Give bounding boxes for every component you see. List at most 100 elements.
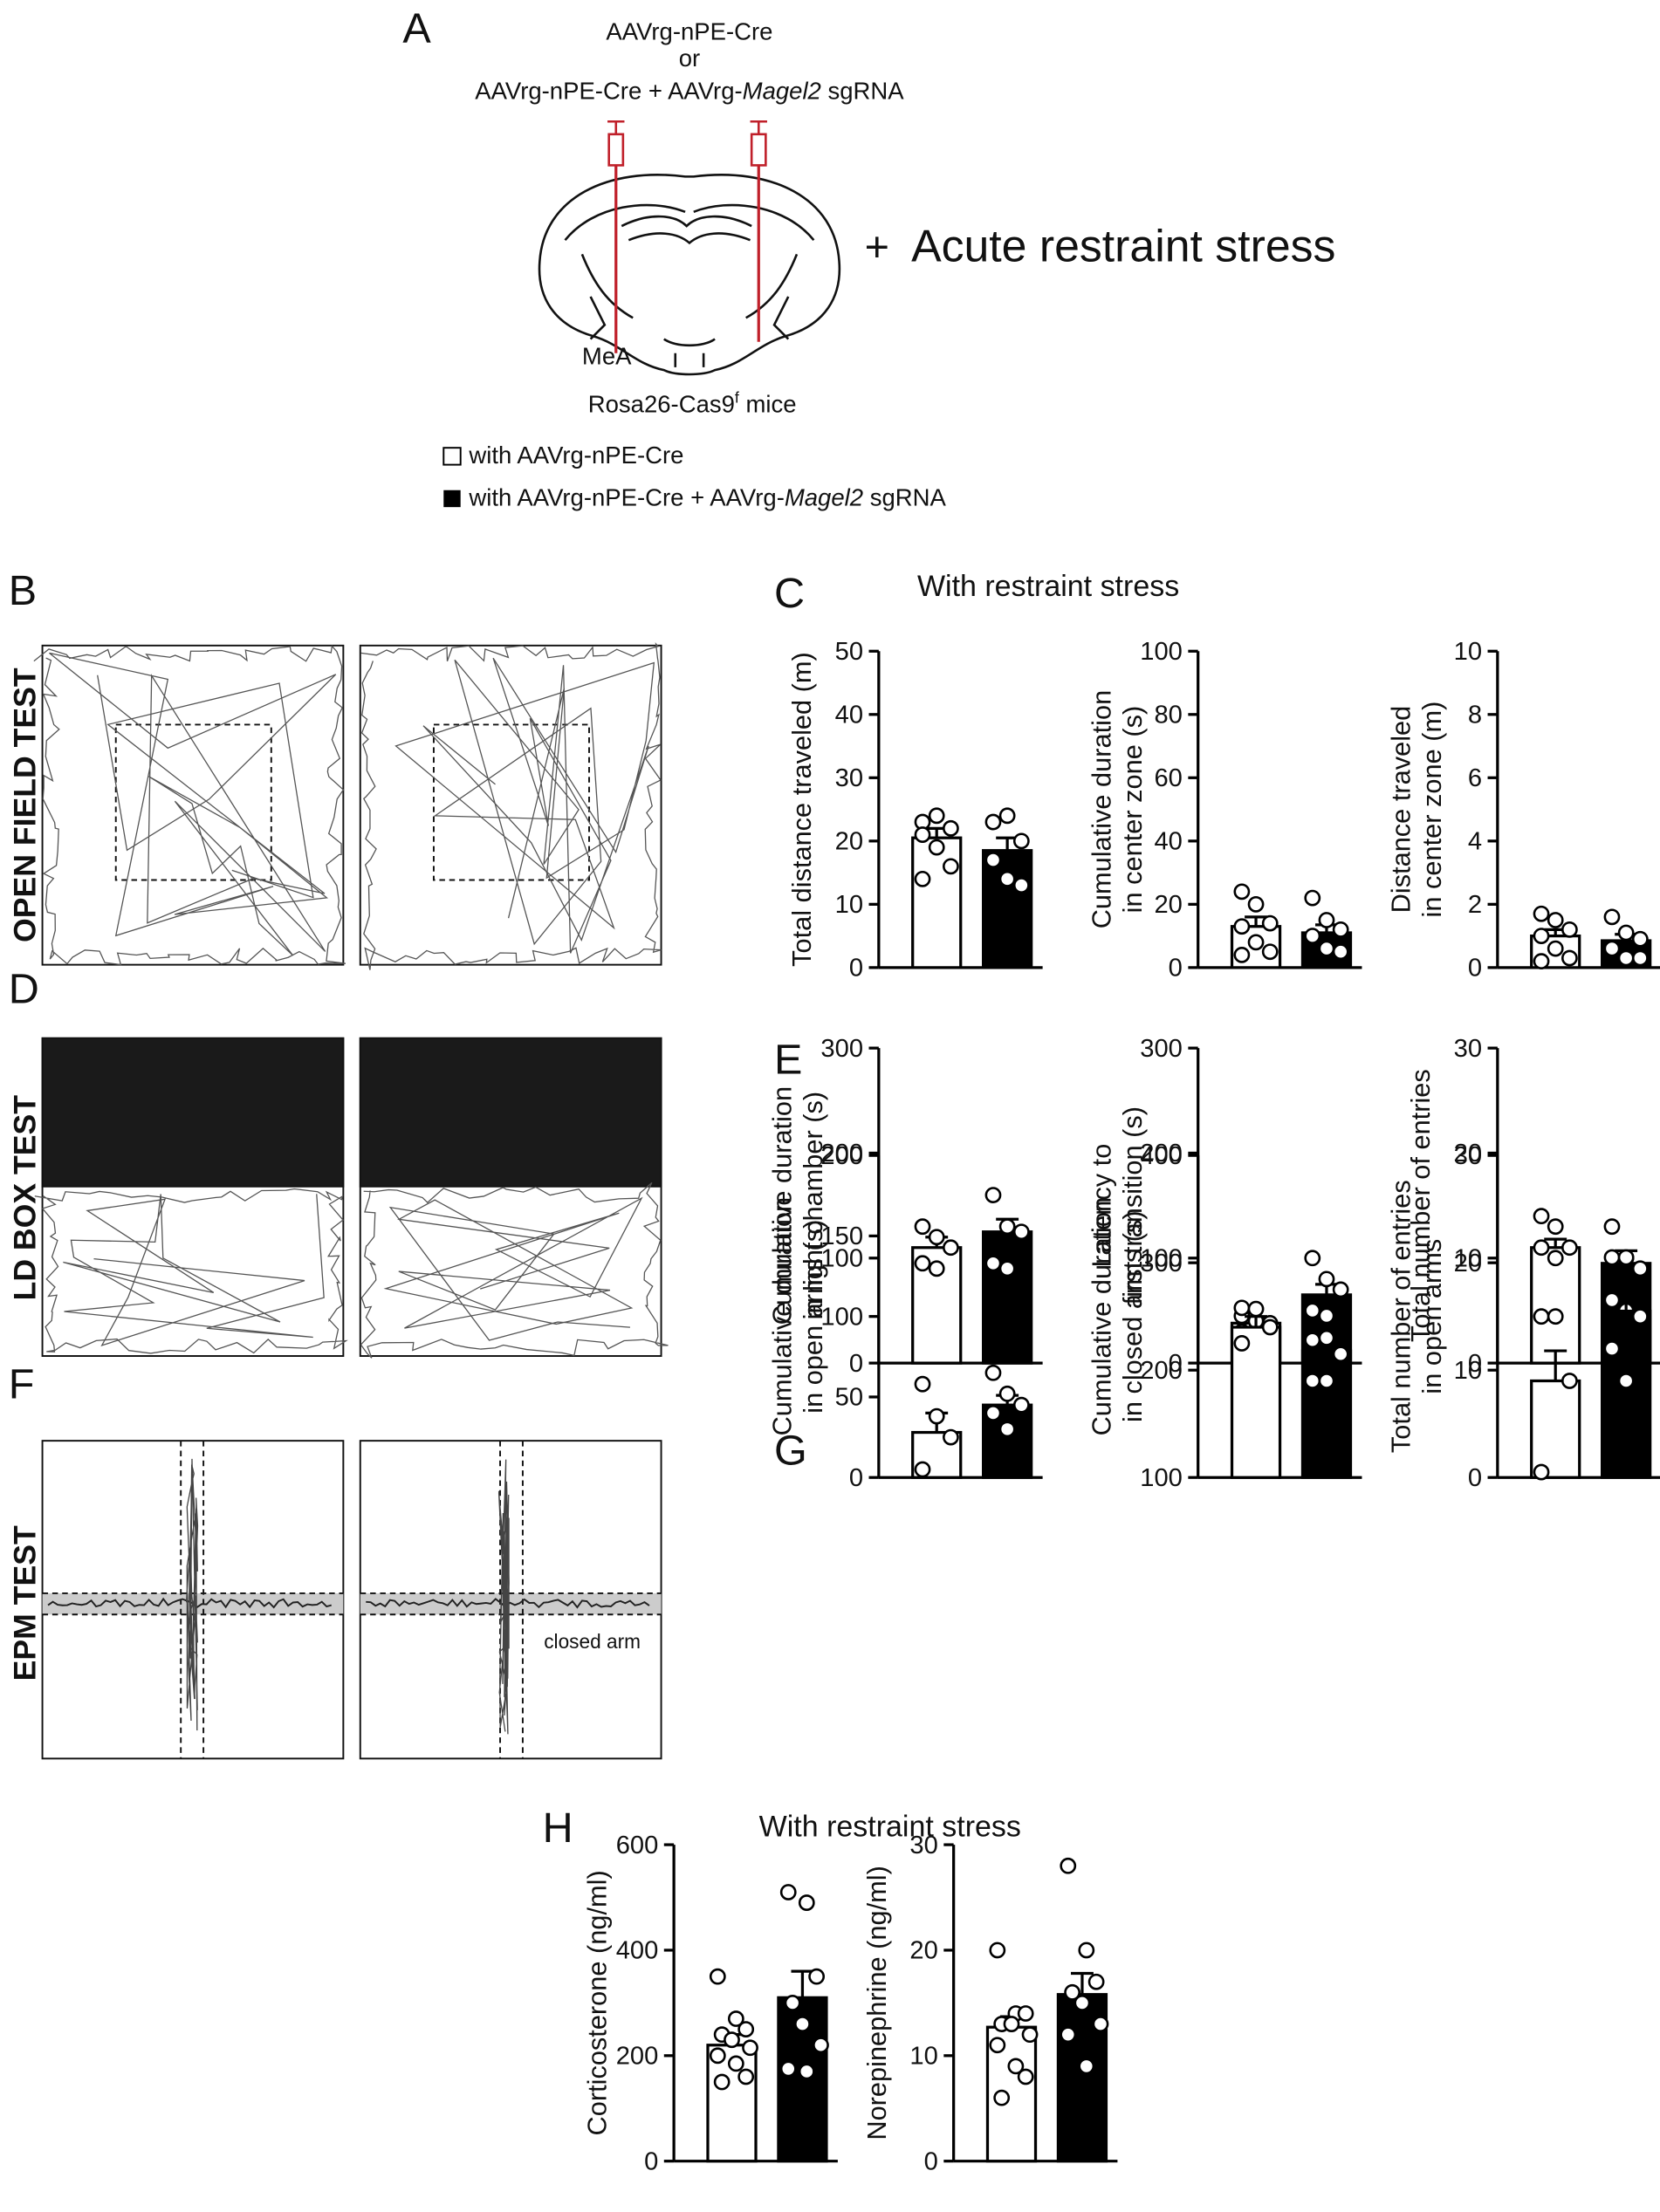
y-tick-label: 10 — [1454, 638, 1482, 666]
data-point — [928, 839, 945, 856]
y-tick-label: 60 — [1154, 764, 1182, 792]
data-point — [989, 1941, 1006, 1959]
injection-text: AAVrg-nPE-Cre — [606, 17, 772, 45]
data-point — [1603, 1291, 1621, 1309]
data-point — [1533, 928, 1550, 944]
data-point — [998, 1421, 1016, 1438]
y-axis-label: Total distance traveled (m) — [786, 652, 817, 967]
data-point — [928, 1260, 945, 1277]
data-point — [1060, 1857, 1077, 1874]
data-point — [1247, 934, 1265, 951]
stress-plus: + — [865, 224, 889, 271]
y-tick-label: 4 — [1468, 828, 1482, 856]
data-point — [1318, 1329, 1335, 1346]
data-point — [1561, 921, 1578, 938]
data-point — [742, 2039, 758, 2057]
data-point — [1304, 1332, 1321, 1349]
data-point — [1617, 949, 1635, 967]
error-bar — [1615, 1284, 1638, 1311]
y-tick-label: 30 — [1454, 1035, 1482, 1063]
data-point — [928, 1229, 945, 1246]
y-axis-label: Cumulative duration — [1086, 1197, 1116, 1435]
y-axis-label: Cumulative duration — [766, 1086, 797, 1325]
data-point — [1318, 912, 1335, 928]
trajectory — [186, 1458, 199, 1731]
panel-label: E — [774, 1036, 802, 1083]
y-axis-label: in light chamber (s) — [798, 1092, 828, 1319]
data-point — [1304, 1373, 1321, 1389]
data-point — [984, 813, 1002, 831]
y-axis-label: Norepinephrine (ng/ml) — [861, 1866, 892, 2140]
bar — [1530, 1246, 1581, 1365]
data-point — [1332, 1281, 1349, 1298]
data-point — [1012, 877, 1030, 894]
panel-label: A — [402, 5, 431, 52]
data-point — [1233, 883, 1251, 901]
data-point — [1603, 1218, 1621, 1236]
data-point — [1074, 1995, 1091, 2011]
data-point — [943, 1239, 959, 1257]
error-bar — [1245, 915, 1267, 927]
error-bar — [1544, 1237, 1567, 1248]
bar — [1601, 1309, 1652, 1479]
data-point — [1318, 1270, 1335, 1288]
y-tick-label: 200 — [820, 1142, 863, 1170]
y-tick-label: 10 — [909, 2043, 937, 2071]
y-tick-label: 200 — [616, 2043, 659, 2071]
y-tick-label: 400 — [1140, 1142, 1183, 1170]
data-point — [984, 1405, 1002, 1421]
data-point — [943, 858, 959, 875]
y-tick-label: 50 — [835, 1384, 863, 1412]
data-point — [709, 1968, 726, 1985]
y-tick-label: 200 — [820, 1140, 863, 1168]
panel-label: B — [9, 567, 37, 614]
data-point — [1561, 1239, 1578, 1257]
y-tick-label: 0 — [849, 1464, 863, 1492]
data-point — [1261, 1318, 1279, 1336]
data-point — [1533, 1463, 1550, 1481]
data-point — [1012, 1396, 1030, 1414]
data-point — [998, 1260, 1016, 1277]
data-point — [914, 1461, 931, 1478]
bar — [982, 849, 1033, 969]
y-tick-label: 300 — [820, 1035, 863, 1063]
panel-label: H — [543, 1805, 573, 1852]
y-axis-label: in open arms (s) — [798, 1220, 828, 1414]
y-tick-label: 30 — [835, 764, 863, 792]
data-point — [984, 1255, 1002, 1272]
y-tick-label: 30 — [1454, 1142, 1482, 1170]
region-label: MeA — [582, 343, 632, 370]
trajectory — [63, 1194, 325, 1346]
data-point — [1078, 1941, 1095, 1959]
data-point — [1547, 940, 1564, 957]
legend-label: with AAVrg-nPE-Cre — [468, 442, 683, 469]
data-point — [914, 870, 931, 887]
syringe — [607, 120, 767, 353]
data-point — [1631, 930, 1649, 948]
trajectory — [394, 657, 655, 954]
data-point — [1547, 1250, 1564, 1267]
y-tick-label: 300 — [1140, 1250, 1183, 1277]
data-point — [1332, 1346, 1349, 1363]
y-tick-label: 200 — [1140, 1357, 1183, 1385]
y-axis-label: in closed arms (s) — [1117, 1210, 1148, 1422]
legend-swatch — [443, 490, 461, 508]
data-point — [1017, 2005, 1034, 2022]
y-axis-label: first transition (s) — [1117, 1106, 1148, 1305]
data-point — [1603, 1249, 1621, 1266]
data-point — [1603, 940, 1621, 957]
y-tick-label: 0 — [644, 2147, 658, 2175]
data-point — [724, 2031, 740, 2049]
data-point — [737, 2068, 755, 2085]
data-point — [914, 1218, 931, 1236]
data-point — [1233, 918, 1251, 935]
y-tick-label: 6 — [1468, 764, 1482, 792]
y-tick-label: 150 — [820, 1222, 863, 1250]
data-point — [1318, 1373, 1335, 1389]
data-point — [998, 807, 1016, 825]
data-point — [1631, 1260, 1649, 1277]
data-point — [727, 2010, 744, 2027]
chart-title: With restraint stress — [759, 1810, 1021, 1843]
y-tick-label: 100 — [1140, 638, 1183, 666]
